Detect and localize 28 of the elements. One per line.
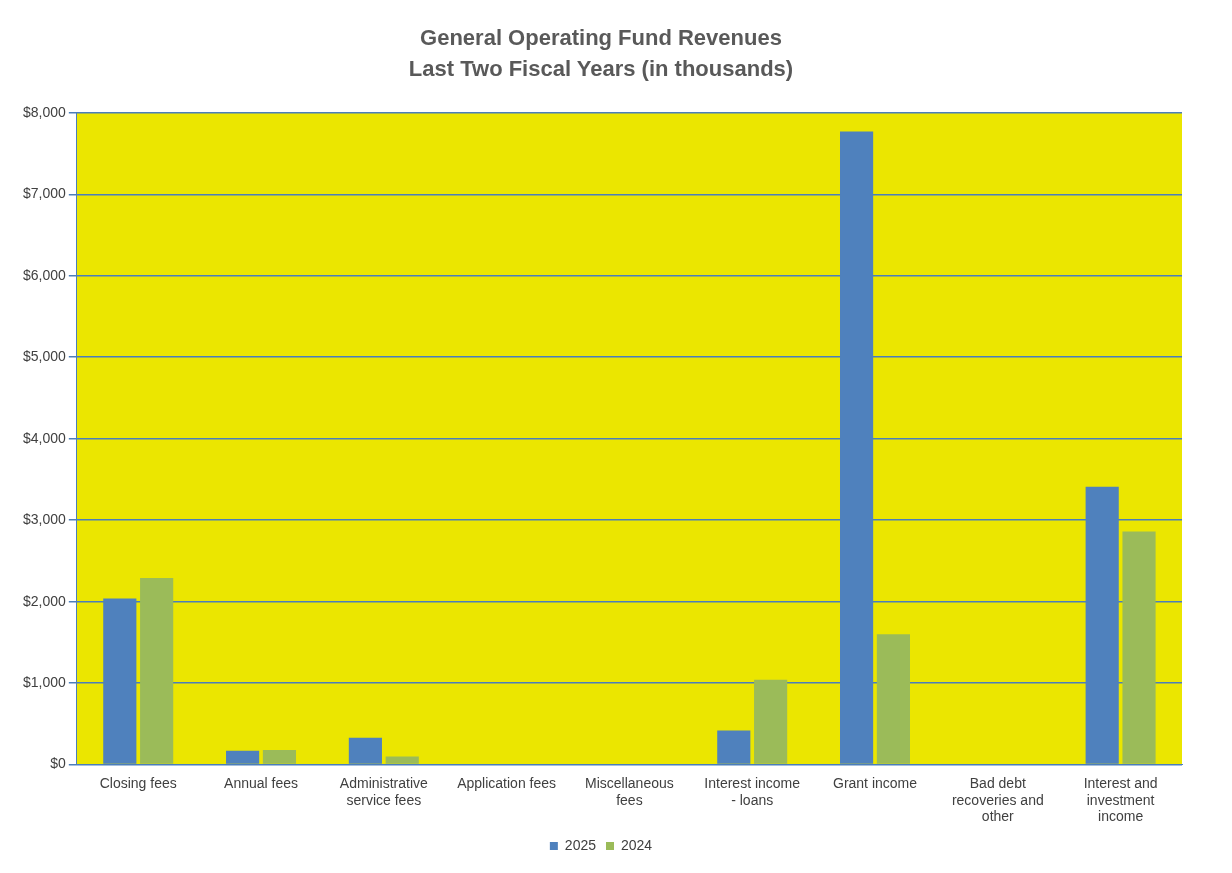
bar xyxy=(262,749,297,764)
y-tick-label: $5,000 xyxy=(22,348,67,365)
x-tick-label: Interest and investment income xyxy=(1083,774,1158,825)
x-tick-label: Miscellaneous fees xyxy=(585,774,674,808)
x-tick-label: Closing fees xyxy=(99,774,177,791)
bar xyxy=(754,679,788,764)
x-tick-label: Interest income - loans xyxy=(704,774,801,808)
bar xyxy=(1122,531,1156,764)
x-tick-label: Bad debt recoveries and other xyxy=(951,774,1044,825)
y-tick-label: $8,000 xyxy=(22,103,67,120)
y-tick-label: $2,000 xyxy=(22,592,67,609)
bar xyxy=(876,634,910,764)
x-tick-label: Application fees xyxy=(457,774,557,791)
x-tick-label: Administrative service fees xyxy=(339,774,428,808)
legend-label: 2025 xyxy=(564,836,597,853)
x-tick-label: Grant income xyxy=(832,774,918,791)
chart-subtitle: Last Two Fiscal Years (in thousands) xyxy=(408,55,794,81)
bar xyxy=(140,578,174,764)
y-tick-label: $7,000 xyxy=(22,185,67,202)
legend-label: 2024 xyxy=(621,836,653,853)
y-tick-label: $1,000 xyxy=(22,673,67,690)
chart-title: General Operating Fund Revenues xyxy=(420,25,782,51)
x-tick-label: Annual fees xyxy=(224,774,298,791)
bar xyxy=(385,756,419,764)
y-tick-label: $4,000 xyxy=(22,429,67,446)
y-tick-label: $6,000 xyxy=(22,266,67,283)
y-tick-label: $0 xyxy=(50,755,67,772)
y-tick-label: $3,000 xyxy=(22,511,67,528)
